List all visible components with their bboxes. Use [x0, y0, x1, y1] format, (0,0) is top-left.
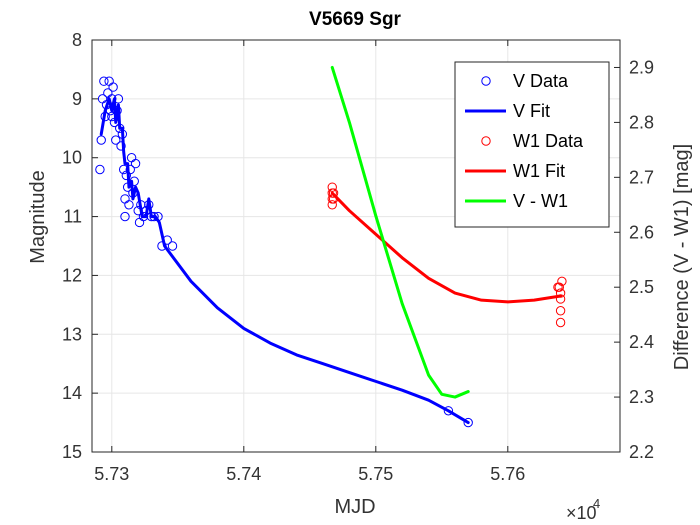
right-y-tick-label: 2.7 [629, 167, 654, 187]
v-fit-series [99, 97, 470, 425]
left-y-tick-label: 9 [72, 89, 82, 109]
v-data-point [149, 211, 159, 222]
left-y-tick-label: 14 [62, 383, 82, 403]
w1-fit-series [330, 191, 563, 304]
w1-data-point [555, 317, 566, 328]
legend-item: W1 Data [481, 131, 584, 151]
v-data-point [125, 164, 135, 175]
x-tick-label: 5.73 [94, 464, 129, 484]
left-y-tick-label: 11 [63, 207, 82, 227]
left-y-tick-label: 10 [62, 148, 82, 168]
v-data-point [130, 158, 141, 169]
v-data-point [120, 211, 130, 222]
v-w1-series [330, 65, 470, 399]
v-data-point [463, 417, 473, 428]
series-layer [95, 65, 567, 428]
v-data-point [95, 164, 105, 175]
v-fit-line [99, 97, 470, 425]
x-tick-label: 5.76 [490, 464, 525, 484]
legend-item: V Fit [465, 101, 550, 121]
legend-label: W1 Fit [513, 161, 565, 181]
right-y-tick-label: 2.5 [629, 277, 654, 297]
w1-data-point [327, 200, 337, 210]
w1-data-point [553, 282, 563, 292]
x-tick-label: 5.74 [226, 464, 261, 484]
w1-fit-line [330, 191, 563, 304]
legend-item: V Data [481, 71, 569, 91]
x-axis-multiplier-base: ×10 [566, 503, 597, 523]
right-y-axis-label: Difference (V - W1) [mag] [671, 144, 693, 370]
v-data-point [443, 406, 454, 416]
w1-data-series [327, 182, 567, 328]
right-y-tick-label: 2.4 [629, 332, 654, 352]
legend-item: V - W1 [465, 191, 568, 211]
axes-box [91, 39, 621, 453]
v-data-point [108, 82, 118, 92]
w1-data-point [328, 188, 339, 198]
legend-item: W1 Fit [465, 161, 565, 181]
chart-title: V5669 Sgr [309, 9, 401, 30]
legend-label: V Data [513, 71, 569, 91]
v-data-point [124, 200, 134, 210]
x-axis-multiplier-exponent: 4 [593, 496, 600, 511]
left-y-tick-label: 8 [72, 30, 82, 50]
w1-data-point [555, 306, 566, 316]
x-axis-multiplier: ×10 4 [566, 496, 600, 523]
left-y-tick-label: 12 [62, 265, 82, 285]
right-y-tick-label: 2.3 [629, 387, 654, 407]
v-data-point [167, 241, 178, 251]
v-w1-line [330, 65, 470, 399]
legend: V Data V Fit W1 Data W1 Fit V - W1 [454, 61, 610, 228]
left-y-axis-label: Magnitude [27, 170, 49, 263]
right-y-tick-label: 2.2 [629, 442, 654, 462]
v-data-point [99, 76, 109, 86]
legend-marker-swatch [481, 76, 491, 86]
v-data-point [96, 135, 106, 145]
legend-label: W1 Data [513, 131, 584, 151]
right-y-tick-label: 2.6 [629, 222, 654, 242]
right-y-tick-label: 2.8 [629, 112, 654, 132]
legend-label: V - W1 [513, 191, 568, 211]
left-y-tick-label: 15 [62, 442, 82, 462]
v-data-point [116, 141, 126, 151]
x-axis-label: MJD [334, 496, 375, 518]
axes-layer: 5.73 5.74 5.75 5.76 8 9 10 11 12 13 14 15 2.2 2.3 2.4 2… [62, 30, 654, 484]
legend-label: V Fit [513, 101, 550, 121]
v-data-point [111, 135, 121, 145]
x-tick-label: 5.75 [358, 464, 393, 484]
legend-marker-swatch [481, 136, 491, 146]
w1-data-point [327, 182, 337, 192]
right-y-tick-label: 2.9 [629, 57, 654, 77]
left-y-tick-label: 13 [62, 324, 82, 344]
